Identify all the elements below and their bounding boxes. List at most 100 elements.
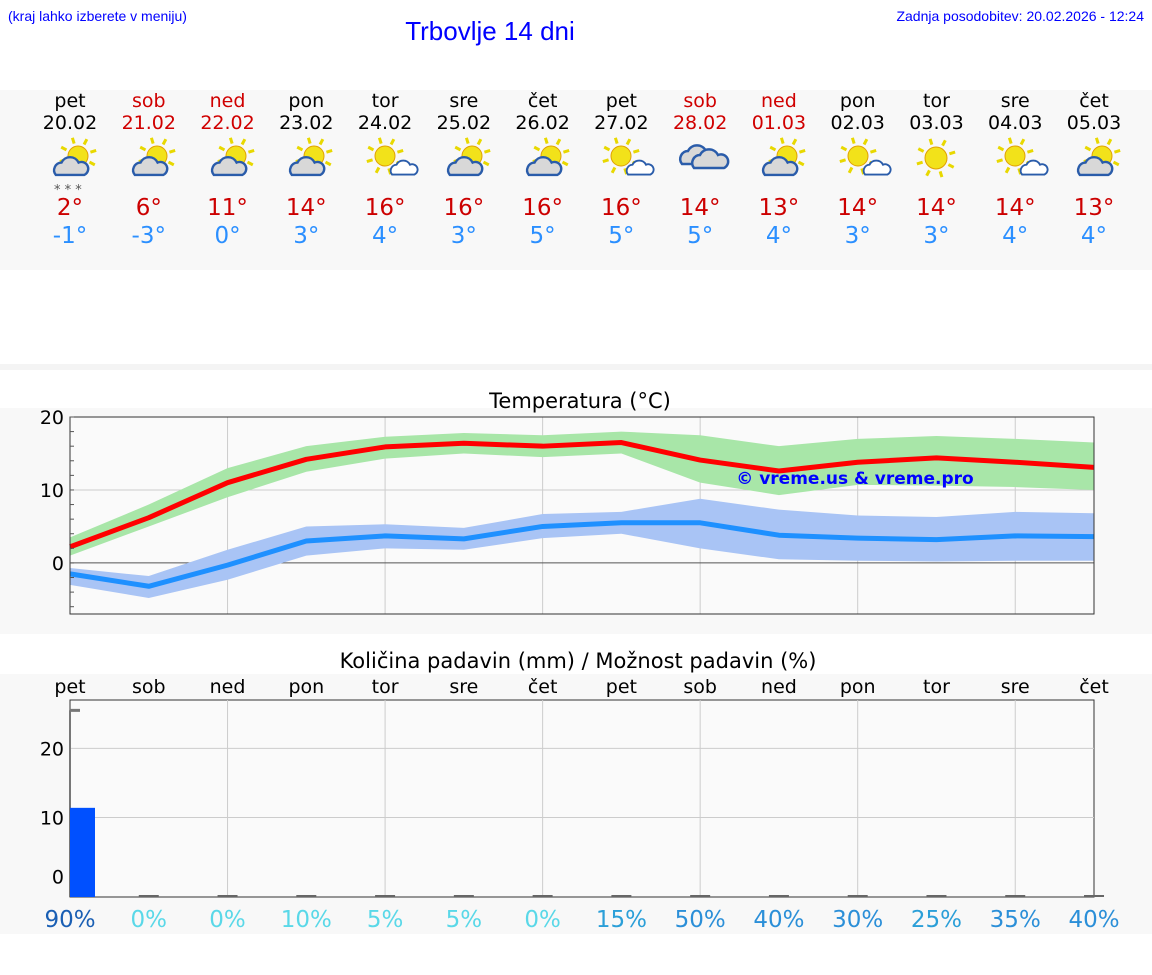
day-date: 03.03 [909, 112, 964, 134]
sun-small-cloud-icon [818, 134, 898, 194]
max-temp: 16° [522, 195, 563, 221]
max-temp: 14° [679, 195, 721, 221]
max-temp: 16° [600, 195, 642, 221]
day-label: sob [683, 676, 717, 698]
precip-chart-title: Količina padavin (mm) / Možnost padavin … [340, 649, 817, 673]
day-forecast: sre 04.03 14° 4° [975, 90, 1055, 250]
max-temp: 13° [1073, 195, 1115, 221]
day-label: pet [54, 676, 85, 698]
min-temp: -1° [52, 223, 88, 249]
day-name: tor [923, 90, 950, 112]
day-label: sre [449, 676, 478, 698]
min-temp-range-band [70, 498, 1095, 598]
precip-probability: 15% [596, 907, 647, 933]
day-forecast: čet 05.03 13° 4° [1054, 90, 1134, 250]
day-label: čet [528, 676, 558, 698]
cloud-sun-icon [188, 134, 268, 194]
day-label: ned [761, 676, 797, 698]
daily-forecast-strip: pet 20.02 * * * 2° -1° sob 21.02 6° -3° ne… [0, 90, 1152, 270]
sun-small-cloud-icon [345, 134, 425, 194]
day-label: pon [840, 676, 876, 698]
day-label: čet [1079, 676, 1109, 698]
precip-probability: 5% [446, 907, 483, 933]
precip-probability: 40% [1068, 907, 1119, 933]
cloudy-icon [660, 134, 740, 194]
day-forecast: tor 03.03 14° 3° [896, 90, 976, 250]
min-temp: 4° [372, 223, 399, 249]
max-temp: 14° [285, 195, 327, 221]
y-tick-label: 0 [52, 867, 64, 889]
cloud-sun-icon [1054, 134, 1134, 194]
min-temp: 5° [529, 223, 556, 249]
day-forecast: tor 24.02 16° 4° [345, 90, 425, 250]
day-date: 21.02 [121, 112, 176, 134]
max-temp: 13° [758, 195, 800, 221]
min-temp: 0° [214, 223, 241, 249]
min-temp: 4° [1002, 223, 1029, 249]
min-temp: 3° [844, 223, 871, 249]
max-temp: 2° [56, 195, 84, 221]
precip-plot-area [69, 699, 1095, 898]
day-label: ned [210, 676, 246, 698]
day-label: tor [372, 676, 399, 698]
min-temp: 3° [293, 223, 320, 249]
day-date: 05.03 [1066, 112, 1122, 134]
min-temp: 3° [450, 223, 477, 249]
day-name: sre [1000, 90, 1030, 112]
day-name: čet [1079, 90, 1109, 112]
sun-icon [896, 134, 976, 194]
max-temp: 14° [916, 195, 957, 221]
min-temp: -3° [131, 223, 166, 249]
day-label: tor [923, 676, 950, 698]
precip-probability: 25% [911, 907, 962, 933]
cloud-sun-icon [424, 134, 504, 194]
precip-probability: 0% [131, 907, 168, 933]
y-tick-label: 20 [40, 407, 64, 429]
day-forecast: pon 23.02 14° 3° [266, 90, 346, 250]
max-temp: 16° [443, 195, 485, 221]
day-date: 23.02 [279, 112, 334, 134]
precip-probability: 35% [990, 907, 1041, 933]
max-temp: 11° [207, 195, 248, 221]
day-name: čet [527, 90, 558, 112]
min-temp-line [69, 520, 1095, 589]
max-temp: 16° [364, 195, 406, 221]
sun-small-cloud-icon [581, 134, 661, 194]
day-forecast: sre 25.02 16° 3° [424, 90, 504, 250]
day-date: 27.02 [594, 112, 649, 134]
day-forecast: pet 20.02 * * * 2° -1° [30, 90, 110, 250]
y-tick-label: 20 [40, 738, 64, 760]
day-forecast: pon 02.03 14° 3° [818, 90, 898, 250]
max-temp: 14° [837, 195, 879, 221]
day-name: ned [209, 90, 246, 112]
last-updated: Zadnja posodobitev: 20.02.2026 - 12:24 [896, 8, 1144, 24]
precip-probability: 0% [209, 907, 246, 933]
precip-probability: 10% [281, 907, 332, 933]
cloud-sun-snow-icon: * * * [30, 134, 110, 198]
min-temp: 4° [1080, 223, 1108, 249]
location-hint: (kraj lahko izberete v meniju) [8, 8, 187, 24]
day-forecast: pet 27.02 16° 5° [581, 90, 661, 250]
day-name: sre [449, 90, 479, 112]
day-name: sob [683, 90, 717, 112]
day-forecast: sob 21.02 6° -3° [109, 90, 189, 250]
temp-plot-frame [69, 416, 1095, 615]
precip-probability: 40% [753, 907, 804, 933]
max-temp: 6° [135, 195, 162, 221]
day-name: ned [761, 90, 797, 112]
max-temp: 14° [994, 195, 1036, 221]
day-forecast: ned 01.03 13° 4° [739, 90, 819, 250]
cloud-sun-icon [109, 134, 189, 194]
day-name: pet [605, 90, 637, 112]
day-date: 01.03 [751, 112, 807, 134]
day-forecast: sob 28.02 14° 5° [660, 90, 740, 250]
day-forecast: čet 26.02 16° 5° [503, 90, 583, 250]
cloud-sun-icon [739, 134, 819, 194]
day-name: sob [131, 90, 166, 112]
y-tick-label: 10 [40, 480, 64, 502]
day-date: 04.03 [988, 112, 1043, 134]
day-forecast: ned 22.02 11° 0° [188, 90, 268, 250]
precip-probability: 0% [524, 907, 561, 933]
svg-text:* * *: * * * [54, 183, 82, 196]
